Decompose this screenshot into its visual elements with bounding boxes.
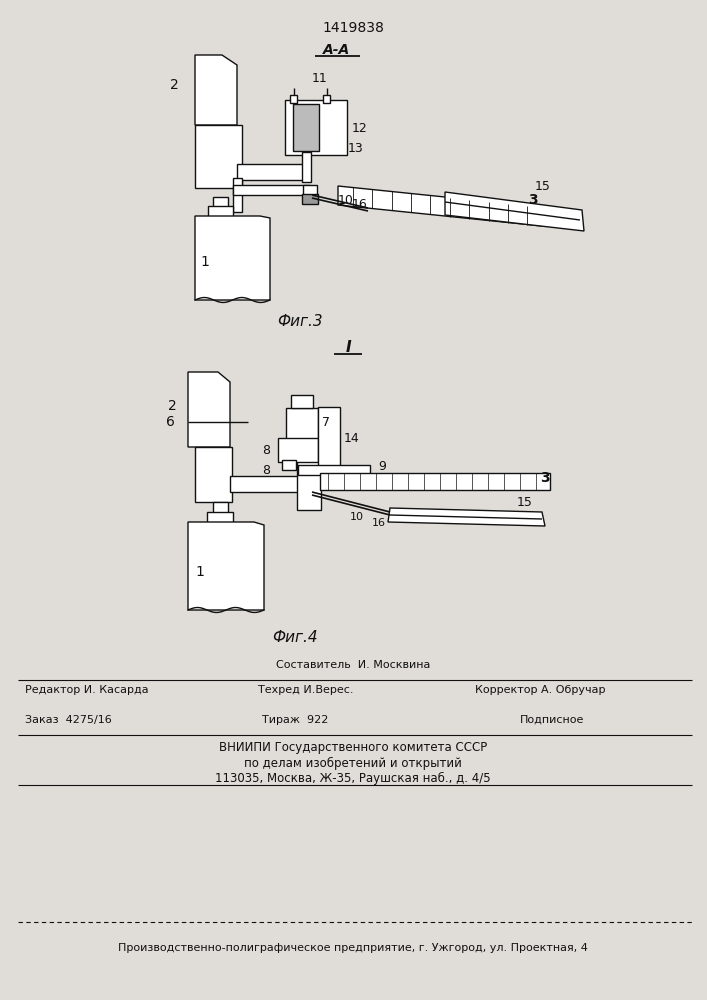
Text: Техред И.Верес.: Техред И.Верес. [258, 685, 354, 695]
Text: по делам изобретений и открытий: по делам изобретений и открытий [244, 756, 462, 770]
Text: 10: 10 [338, 194, 354, 207]
Bar [297, 410, 321, 510]
Text: 8: 8 [262, 464, 270, 477]
Polygon shape [338, 186, 542, 226]
Text: 3: 3 [528, 193, 537, 207]
Bar [213, 502, 228, 513]
Bar [207, 512, 233, 524]
Text: 10: 10 [350, 512, 364, 522]
Bar [303, 185, 317, 195]
Text: Тираж  922: Тираж 922 [262, 715, 328, 725]
Bar [278, 438, 318, 462]
Text: 15: 15 [517, 496, 533, 510]
Bar [285, 100, 347, 155]
Text: ВНИИПИ Государственного комитета СССР: ВНИИПИ Государственного комитета СССР [219, 742, 487, 754]
Text: 13: 13 [348, 141, 363, 154]
Text: 12: 12 [352, 121, 368, 134]
Bar [323, 95, 330, 103]
Bar [302, 194, 318, 204]
Polygon shape [195, 55, 237, 125]
Text: 1419838: 1419838 [322, 21, 384, 35]
Text: 15: 15 [535, 180, 551, 192]
Polygon shape [188, 372, 230, 447]
Text: 8: 8 [262, 444, 270, 456]
Text: Составитель  И. Москвина: Составитель И. Москвина [276, 660, 430, 670]
Bar [298, 465, 370, 475]
Text: А-А: А-А [323, 43, 351, 57]
Bar [233, 178, 242, 212]
Bar [233, 185, 310, 195]
Polygon shape [195, 216, 270, 300]
Text: Производственно-полиграфическое предприятие, г. Ужгород, ул. Проектная, 4: Производственно-полиграфическое предприя… [118, 943, 588, 953]
Bar [195, 447, 232, 502]
Text: I: I [345, 340, 351, 356]
Text: Фиг.4: Фиг.4 [272, 631, 318, 646]
Polygon shape [188, 522, 264, 610]
Polygon shape [445, 192, 584, 231]
Bar [286, 408, 318, 443]
Text: 2: 2 [170, 78, 179, 92]
Text: 7: 7 [322, 416, 330, 428]
Bar [293, 104, 319, 151]
Text: 16: 16 [352, 198, 368, 211]
Bar [318, 407, 340, 467]
Bar [290, 95, 297, 103]
Text: 113035, Москва, Ж-35, Раушская наб., д. 4/5: 113035, Москва, Ж-35, Раушская наб., д. … [215, 771, 491, 785]
Polygon shape [195, 125, 242, 188]
Text: 3: 3 [540, 471, 549, 485]
Polygon shape [320, 473, 550, 490]
Bar [230, 476, 300, 492]
Bar [208, 206, 233, 217]
Bar [302, 152, 311, 182]
Bar [237, 164, 305, 180]
Text: 6: 6 [166, 415, 175, 429]
Text: 1: 1 [200, 255, 209, 269]
Text: 14: 14 [344, 432, 360, 444]
Text: 11: 11 [312, 72, 328, 85]
Bar [282, 460, 296, 470]
Bar [213, 197, 228, 207]
Text: 2: 2 [168, 399, 177, 413]
Polygon shape [388, 508, 545, 526]
Text: Корректор А. Обручар: Корректор А. Обручар [475, 685, 605, 695]
Text: 16: 16 [372, 518, 386, 528]
Text: 9: 9 [378, 460, 386, 474]
Text: Заказ  4275/16: Заказ 4275/16 [25, 715, 112, 725]
Text: 1: 1 [195, 565, 204, 579]
Text: Редактор И. Касарда: Редактор И. Касарда [25, 685, 148, 695]
Text: Подписное: Подписное [520, 715, 585, 725]
Text: Фиг.3: Фиг.3 [277, 314, 323, 330]
Bar [291, 395, 313, 408]
